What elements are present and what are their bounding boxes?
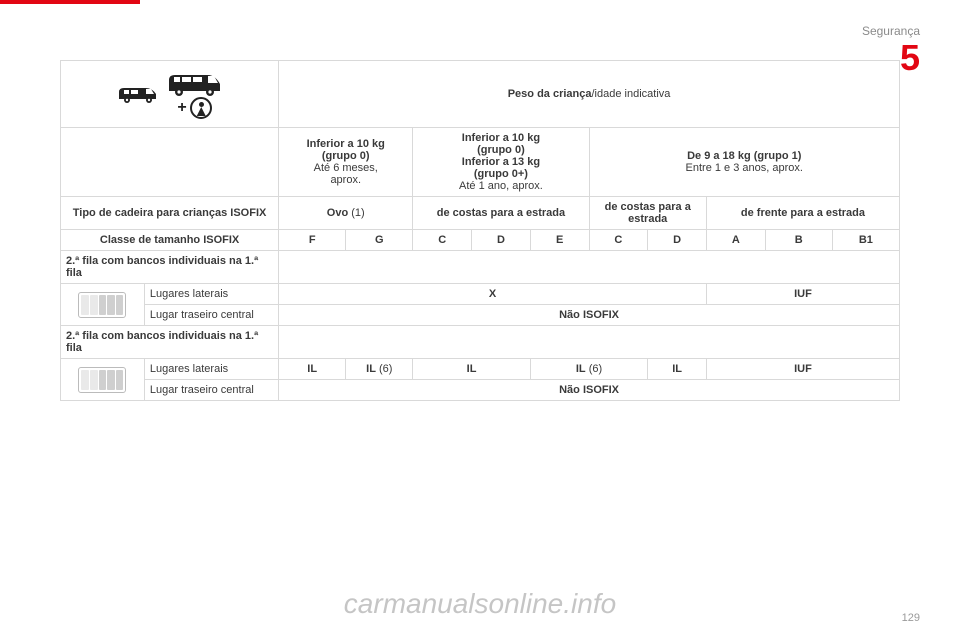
block2-r0-c1: IL (6) [346, 359, 413, 380]
van-icon-small [116, 82, 160, 106]
main-column-header: Peso da criança/idade indicativa [279, 61, 900, 128]
watermark: carmanualsonline.info [0, 588, 960, 620]
weight-group-1: Inferior a 10 kg(grupo 0)Inferior a 13 k… [413, 128, 589, 197]
weight-group-0: Inferior a 10 kg(grupo 0)Até 6 meses,apr… [279, 128, 413, 197]
seat-type-row: Tipo de cadeira para crianças ISOFIX Ovo… [61, 197, 900, 230]
size-class: B [765, 230, 832, 251]
plus-child-icon: + [177, 97, 211, 119]
seat-type-2: de costas para a estrada [589, 197, 706, 230]
empty [279, 326, 900, 359]
seat-type-1: de costas para a estrada [413, 197, 589, 230]
size-class: D [648, 230, 707, 251]
weight-group-row: Inferior a 10 kg(grupo 0)Até 6 meses,apr… [61, 128, 900, 197]
seat-type-label: Tipo de cadeira para crianças ISOFIX [61, 197, 279, 230]
size-class: A [706, 230, 765, 251]
block2-r0-c5: IUF [706, 359, 899, 380]
block1-title-row: 2.ª fila com bancos individuais na 1.ª f… [61, 251, 900, 284]
size-class: B1 [832, 230, 899, 251]
empty [279, 251, 900, 284]
block2-r1-label: Lugar traseiro central [144, 380, 278, 401]
empty-header [61, 128, 279, 197]
block2-r1-c0: Não ISOFIX [279, 380, 900, 401]
block1-r0-c0: X [279, 284, 707, 305]
chapter-number: 5 [862, 40, 920, 76]
size-class: G [346, 230, 413, 251]
size-class: F [279, 230, 346, 251]
block1-row-0: Lugares laterais X IUF [61, 284, 900, 305]
block1-r1-label: Lugar traseiro central [144, 305, 278, 326]
section-title: Segurança [862, 24, 920, 38]
block2-r0-c3: IL (6) [530, 359, 647, 380]
van-icon-large: + [166, 69, 224, 119]
seat-type-0: Ovo (1) [279, 197, 413, 230]
block1-r0-c1: IUF [706, 284, 899, 305]
size-class-label: Classe de tamanho ISOFIX [61, 230, 279, 251]
block2-row-1: Lugar traseiro central Não ISOFIX [61, 380, 900, 401]
vehicle-icons-cell: + [61, 61, 279, 128]
block2-title: 2.ª fila com bancos individuais na 1.ª f… [61, 326, 279, 359]
page-number: 129 [902, 612, 920, 624]
isofix-table: + Peso da criança/idade indicativa Infer… [60, 60, 900, 401]
weight-group-2: De 9 a 18 kg (grupo 1)Entre 1 e 3 anos, … [589, 128, 900, 197]
block2-r0-c0: IL [279, 359, 346, 380]
size-class: C [589, 230, 648, 251]
block2-r0-c2: IL [413, 359, 530, 380]
page-content: + Peso da criança/idade indicativa Infer… [0, 0, 960, 421]
seat-diagram-cell [61, 284, 145, 326]
col-header-rest: /idade indicativa [592, 88, 671, 100]
block1-row-1: Lugar traseiro central Não ISOFIX [61, 305, 900, 326]
seat-diagram-cell [61, 359, 145, 401]
size-class-row: Classe de tamanho ISOFIX F G C D E C D A… [61, 230, 900, 251]
size-class: E [530, 230, 589, 251]
block1-r1-c0: Não ISOFIX [279, 305, 900, 326]
block2-r0-label: Lugares laterais [144, 359, 278, 380]
block2-r0-c4: IL [648, 359, 707, 380]
seat-layout-icon [78, 292, 126, 318]
size-class: C [413, 230, 472, 251]
block1-title: 2.ª fila com bancos individuais na 1.ª f… [61, 251, 279, 284]
size-class: D [472, 230, 531, 251]
seat-type-3: de frente para a estrada [706, 197, 899, 230]
block1-r0-label: Lugares laterais [144, 284, 278, 305]
red-accent-bar [0, 0, 140, 4]
page-header: Segurança 5 [862, 24, 920, 76]
seat-layout-icon [78, 367, 126, 393]
block2-row-0: Lugares laterais IL IL (6) IL IL (6) IL … [61, 359, 900, 380]
col-header-bold: Peso da criança [508, 88, 592, 100]
block2-title-row: 2.ª fila com bancos individuais na 1.ª f… [61, 326, 900, 359]
